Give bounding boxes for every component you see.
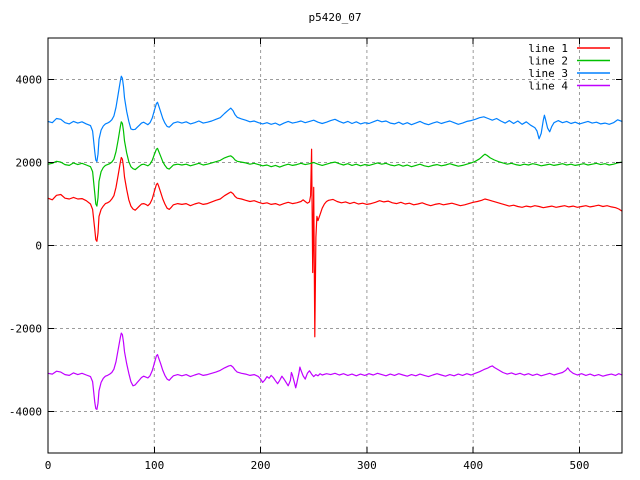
chart-title: p5420_07 [309, 11, 362, 24]
y-tick-label: 4000 [16, 74, 43, 87]
grid-layer [48, 38, 622, 453]
series-line-3 [47, 75, 623, 163]
y-tick-label: -4000 [9, 406, 42, 419]
legend-label-2: line 2 [528, 55, 568, 68]
x-tick-label: 100 [144, 459, 164, 472]
x-tick-label: 0 [45, 459, 52, 472]
x-tick-label: 200 [251, 459, 271, 472]
y-tick-label: -2000 [9, 323, 42, 336]
legend-label-3: line 3 [528, 67, 568, 80]
y-tick-label: 0 [35, 240, 42, 253]
series-line-4 [47, 332, 623, 410]
legend-label-4: line 4 [528, 80, 568, 93]
x-tick-label: 300 [357, 459, 377, 472]
x-tick-label: 500 [570, 459, 590, 472]
series-line-1 [47, 148, 623, 338]
x-tick-label: 400 [463, 459, 483, 472]
tick-layer [47, 38, 622, 453]
legend-label-1: line 1 [528, 42, 568, 55]
series-layer [47, 75, 623, 410]
y-tick-label: 2000 [16, 157, 43, 170]
series-line-2 [47, 121, 623, 207]
axis-labels: 0 100 200 300 400 500 -4000 -2000 0 2000 4000 [9, 74, 590, 473]
